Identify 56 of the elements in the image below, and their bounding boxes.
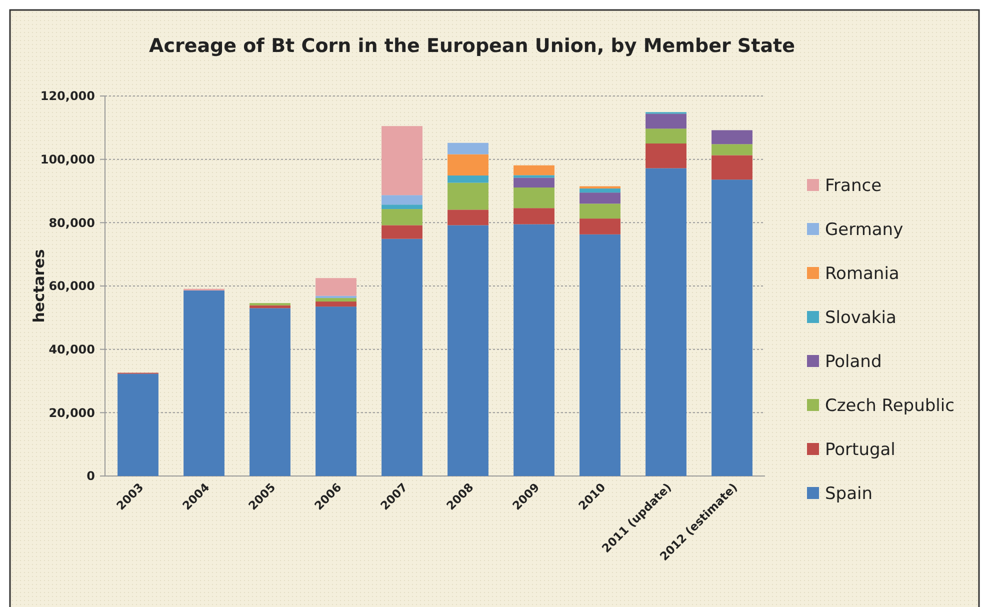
legend-label: Slovakia: [825, 308, 896, 328]
legend-label: Germany: [825, 220, 904, 240]
y-tick-label: 20,000: [48, 406, 95, 420]
bar: [382, 126, 422, 196]
bar: [448, 142, 488, 154]
bar: [448, 175, 488, 183]
chart-title: Acreage of Bt Corn in the European Union, by Member State: [148, 35, 796, 57]
bar: [580, 204, 620, 219]
y-tick-label: 120,000: [40, 89, 95, 104]
y-axis-title: hectares: [30, 249, 48, 323]
legend-label: Spain: [825, 484, 872, 504]
bar: [118, 374, 158, 476]
bar: [514, 165, 554, 176]
bar: [448, 225, 488, 476]
bar: [382, 204, 422, 210]
y-tick-label: 100,000: [40, 152, 95, 167]
bar: [250, 308, 290, 476]
legend-label: Poland: [825, 352, 882, 372]
legend-label: France: [825, 176, 882, 196]
bar: [580, 188, 620, 193]
bar: [580, 192, 620, 204]
legend-label: Romania: [825, 264, 900, 284]
bar: [316, 302, 356, 307]
bar: [514, 208, 554, 224]
bar: [514, 175, 554, 178]
bar: [316, 306, 356, 476]
bar: [712, 130, 752, 144]
bar: [580, 218, 620, 234]
bar: [712, 144, 752, 156]
bar: [448, 154, 488, 176]
bar: [514, 188, 554, 208]
bar: [382, 225, 422, 239]
bar: [646, 168, 686, 476]
y-tick-label: 60,000: [48, 279, 95, 294]
y-tick-label: 80,000: [48, 216, 95, 230]
bar: [646, 144, 686, 168]
bar: [712, 180, 752, 476]
bar: [382, 209, 422, 226]
bar: [448, 210, 488, 226]
bar: [580, 234, 620, 476]
y-tick-label: 0: [86, 469, 95, 484]
bar: [382, 195, 422, 205]
legend-label: Portugal: [825, 440, 896, 460]
bar: [382, 238, 422, 476]
bar: [448, 182, 488, 210]
bar: [184, 290, 224, 476]
legend-label: Czech Republic: [825, 396, 954, 416]
bar: [514, 178, 554, 188]
bar: [712, 155, 752, 180]
bar: [646, 128, 686, 144]
bar: [514, 224, 554, 476]
y-tick-label: 40,000: [48, 342, 95, 357]
bar: [646, 114, 686, 129]
bar: [316, 296, 356, 298]
bar: [316, 278, 356, 296]
bar: [316, 298, 356, 302]
